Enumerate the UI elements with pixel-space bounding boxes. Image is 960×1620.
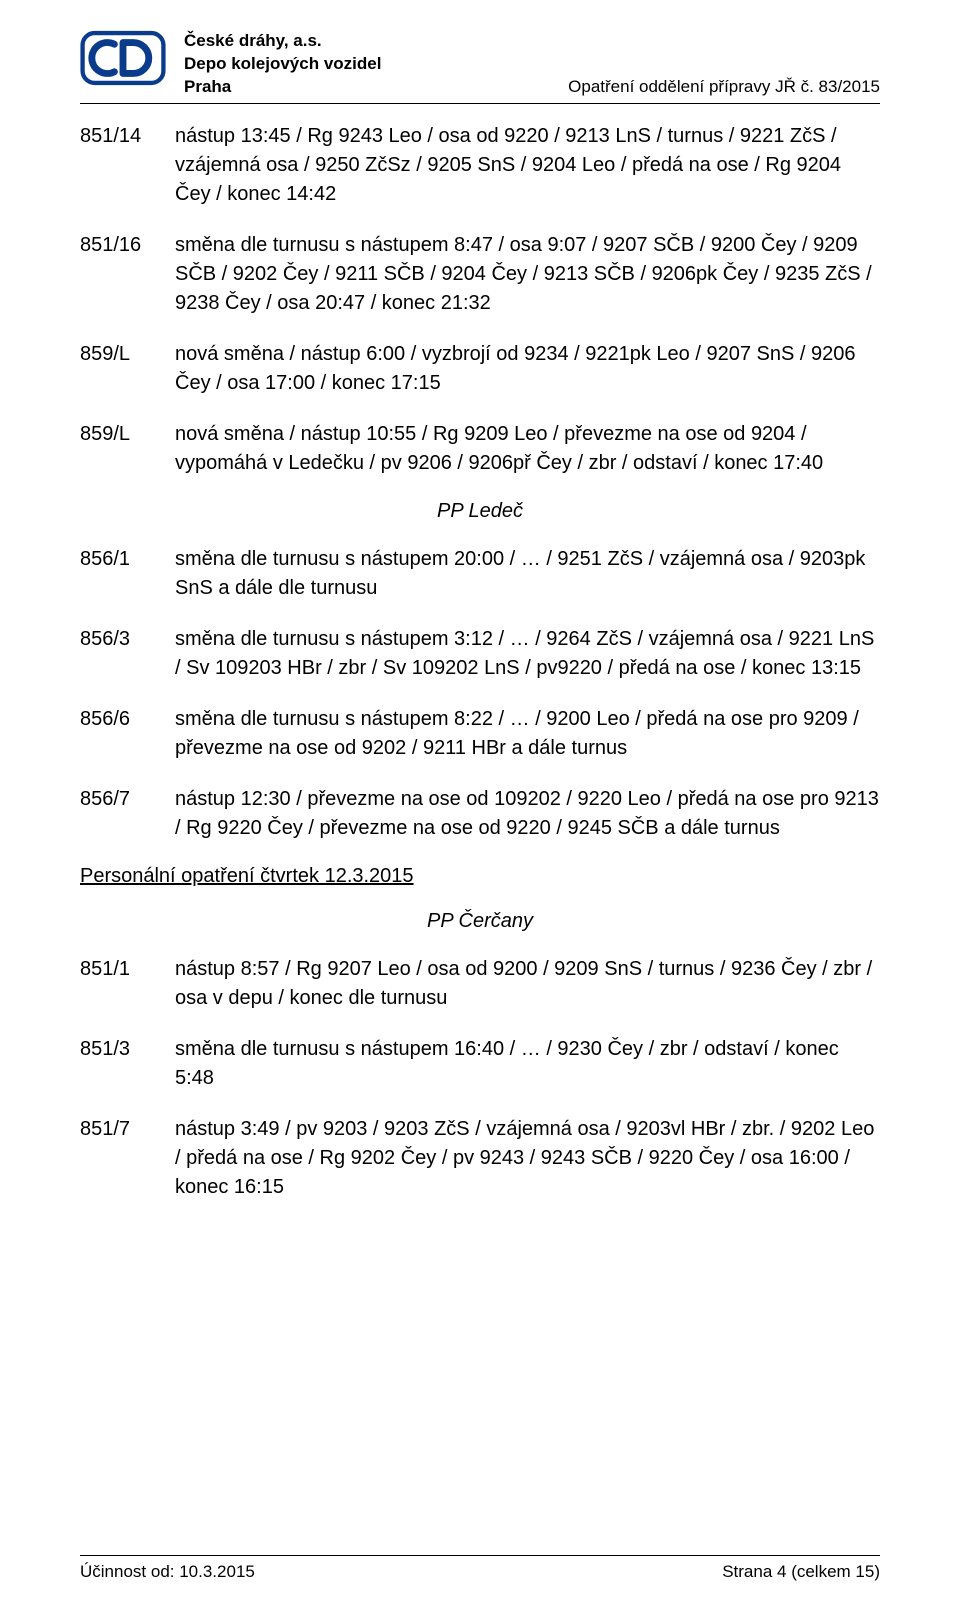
schedule-entry: 856/6směna dle turnusu s nástupem 8:22 /… [80,705,880,763]
entry-code: 856/7 [80,785,175,843]
section-heading-thursday: Personální opatření čtvrtek 12.3.2015 [80,865,880,888]
entry-text: směna dle turnusu s nástupem 8:22 / … / … [175,705,880,763]
entry-text: směna dle turnusu s nástupem 20:00 / … /… [175,545,880,603]
header-bottom-row: Praha Opatření oddělení přípravy JŘ č. 8… [184,76,880,99]
schedule-entry: 859/Lnová směna / nástup 6:00 / vyzbrojí… [80,340,880,398]
schedule-entry: 851/1nástup 8:57 / Rg 9207 Leo / osa od … [80,955,880,1013]
entry-text: nástup 8:57 / Rg 9207 Leo / osa od 9200 … [175,955,880,1013]
footer-effective-date: Účinnost od: 10.3.2015 [80,1562,255,1582]
entry-code: 851/16 [80,231,175,318]
entry-code: 859/L [80,340,175,398]
entry-code: 859/L [80,420,175,478]
entry-code: 856/1 [80,545,175,603]
schedule-entry: 851/16směna dle turnusu s nástupem 8:47 … [80,231,880,318]
document-reference: Opatření oddělení přípravy JŘ č. 83/2015 [568,76,880,99]
entry-text: nová směna / nástup 10:55 / Rg 9209 Leo … [175,420,880,478]
header-text-block: České dráhy, a.s. Depo kolejových vozide… [184,30,880,99]
entry-code: 851/1 [80,955,175,1013]
schedule-entry: 856/1směna dle turnusu s nástupem 20:00 … [80,545,880,603]
entries-block-2: 856/1směna dle turnusu s nástupem 20:00 … [80,545,880,843]
entry-text: nová směna / nástup 6:00 / vyzbrojí od 9… [175,340,880,398]
entry-text: směna dle turnusu s nástupem 3:12 / … / … [175,625,880,683]
schedule-entry: 859/Lnová směna / nástup 10:55 / Rg 9209… [80,420,880,478]
entry-text: nástup 3:49 / pv 9203 / 9203 ZčS / vzáje… [175,1115,880,1202]
schedule-entry: 851/3směna dle turnusu s nástupem 16:40 … [80,1035,880,1093]
schedule-entry: 851/14nástup 13:45 / Rg 9243 Leo / osa o… [80,122,880,209]
city-name: Praha [184,76,231,99]
footer-page-number: Strana 4 (celkem 15) [722,1562,880,1582]
page-footer: Účinnost od: 10.3.2015 Strana 4 (celkem … [80,1555,880,1582]
entries-block-3: 851/1nástup 8:57 / Rg 9207 Leo / osa od … [80,955,880,1202]
entry-code: 851/14 [80,122,175,209]
schedule-entry: 856/3směna dle turnusu s nástupem 3:12 /… [80,625,880,683]
entries-block-1: 851/14nástup 13:45 / Rg 9243 Leo / osa o… [80,122,880,478]
section-label-ledec: PP Ledeč [80,500,880,523]
page-header: České dráhy, a.s. Depo kolejových vozide… [80,30,880,104]
entry-code: 851/3 [80,1035,175,1093]
entry-code: 851/7 [80,1115,175,1202]
schedule-entry: 851/7nástup 3:49 / pv 9203 / 9203 ZčS / … [80,1115,880,1202]
entry-text: nástup 12:30 / převezme na ose od 109202… [175,785,880,843]
entry-code: 856/3 [80,625,175,683]
company-name: České dráhy, a.s. [184,30,880,53]
schedule-entry: 856/7nástup 12:30 / převezme na ose od 1… [80,785,880,843]
cd-logo-icon [80,30,166,86]
department-name: Depo kolejových vozidel [184,53,880,76]
entry-text: směna dle turnusu s nástupem 8:47 / osa … [175,231,880,318]
entry-code: 856/6 [80,705,175,763]
section-label-cercany: PP Čerčany [80,910,880,933]
entry-text: nástup 13:45 / Rg 9243 Leo / osa od 9220… [175,122,880,209]
entry-text: směna dle turnusu s nástupem 16:40 / … /… [175,1035,880,1093]
